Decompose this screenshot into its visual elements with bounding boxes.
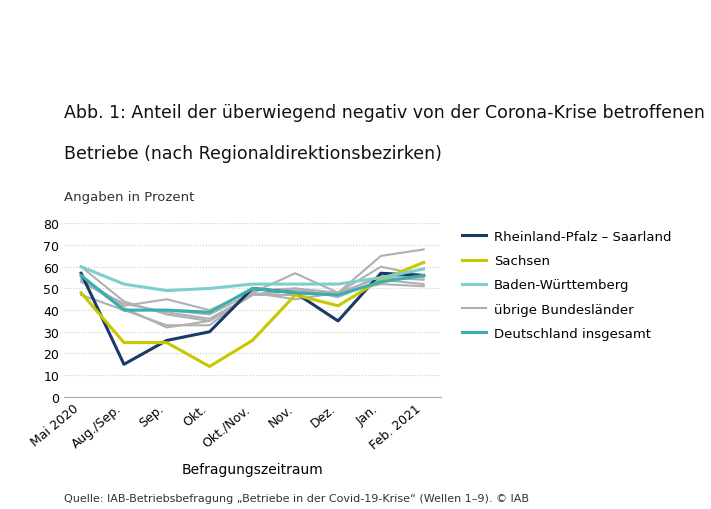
Rheinland-Pfalz – Saarland [205, 329, 214, 335]
Baden-Württemberg [419, 266, 428, 272]
Baden-Württemberg [333, 281, 342, 288]
Baden-Württemberg [377, 275, 385, 281]
Deutschland insgesamt [333, 292, 342, 298]
Sachsen [248, 338, 257, 344]
Deutschland insgesamt [119, 307, 128, 314]
Deutschland insgesamt [419, 273, 428, 279]
Rheinland-Pfalz – Saarland [377, 271, 385, 277]
Text: Abb. 1: Anteil der überwiegend negativ von der Corona-Krise betroffenen: Abb. 1: Anteil der überwiegend negativ v… [64, 104, 705, 122]
Baden-Württemberg [291, 281, 299, 288]
Rheinland-Pfalz – Saarland [248, 286, 257, 292]
Line: Baden-Württemberg: Baden-Württemberg [81, 267, 424, 291]
Baden-Württemberg [248, 281, 257, 288]
Line: Sachsen: Sachsen [81, 263, 424, 366]
Line: Deutschland insgesamt: Deutschland insgesamt [81, 276, 424, 313]
Baden-Württemberg [119, 281, 128, 288]
Deutschland insgesamt [163, 307, 171, 314]
Text: Angaben in Prozent: Angaben in Prozent [64, 191, 194, 204]
Sachsen [77, 290, 85, 296]
Text: Betriebe (nach Regionaldirektionsbezirken): Betriebe (nach Regionaldirektionsbezirke… [64, 145, 442, 163]
Baden-Württemberg [205, 286, 214, 292]
Deutschland insgesamt [291, 290, 299, 296]
Sachsen [333, 303, 342, 309]
Legend: Rheinland-Pfalz – Saarland, Sachsen, Baden-Württemberg, übrige Bundesländer, Deu: Rheinland-Pfalz – Saarland, Sachsen, Bad… [462, 231, 672, 340]
Deutschland insgesamt [77, 273, 85, 279]
Line: Rheinland-Pfalz – Saarland: Rheinland-Pfalz – Saarland [81, 274, 424, 364]
Rheinland-Pfalz – Saarland [419, 273, 428, 279]
Sachsen [163, 340, 171, 346]
Sachsen [205, 363, 214, 370]
Sachsen [377, 277, 385, 283]
Sachsen [291, 292, 299, 298]
Sachsen [119, 340, 128, 346]
Rheinland-Pfalz – Saarland [291, 290, 299, 296]
Rheinland-Pfalz – Saarland [119, 361, 128, 367]
X-axis label: Befragungszeitraum: Befragungszeitraum [181, 463, 324, 476]
Sachsen [419, 260, 428, 266]
Rheinland-Pfalz – Saarland [333, 318, 342, 324]
Baden-Württemberg [163, 288, 171, 294]
Rheinland-Pfalz – Saarland [163, 338, 171, 344]
Baden-Württemberg [77, 264, 85, 270]
Deutschland insgesamt [205, 309, 214, 316]
Rheinland-Pfalz – Saarland [77, 271, 85, 277]
Text: Quelle: IAB-Betriebsbefragung „Betriebe in der Covid-19-Krise“ (Wellen 1–9). © I: Quelle: IAB-Betriebsbefragung „Betriebe … [64, 493, 529, 503]
Deutschland insgesamt [377, 279, 385, 286]
Deutschland insgesamt [248, 286, 257, 292]
